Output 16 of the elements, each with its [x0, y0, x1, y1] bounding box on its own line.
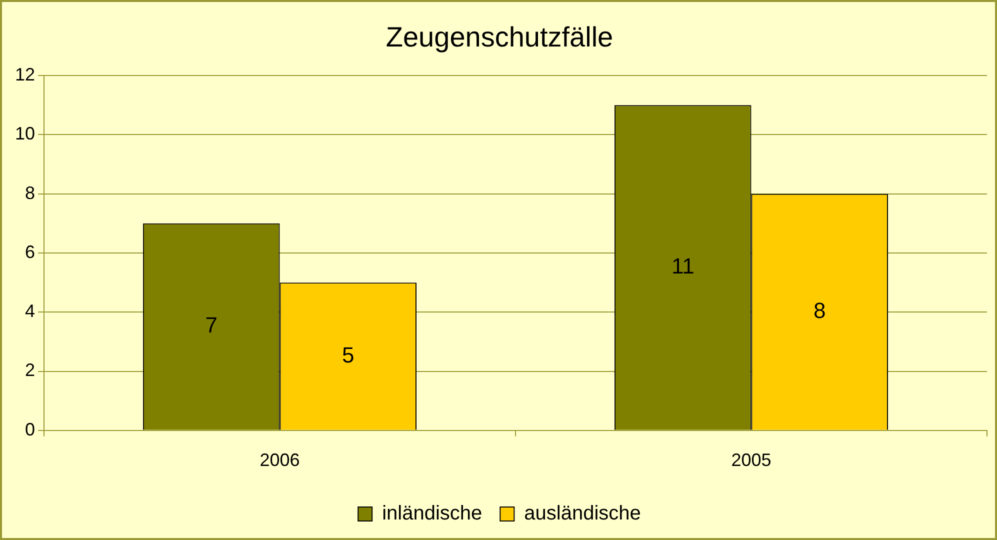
x-tick-label: 2005	[731, 450, 772, 470]
y-tick-label: 12	[14, 64, 36, 85]
y-tick-label: 2	[25, 360, 36, 380]
y-tick-label: 8	[25, 182, 36, 203]
x-tick-label: 2006	[260, 450, 300, 470]
data-label: 7	[205, 312, 218, 338]
legend-label: ausländische	[524, 502, 641, 525]
chart-title: Zeugenschutzfälle	[386, 22, 614, 53]
data-label: 11	[671, 254, 694, 279]
data-label: 8	[813, 298, 826, 323]
y-tick-label: 0	[25, 419, 36, 440]
data-label: 5	[342, 342, 354, 368]
legend-label: inländische	[382, 502, 482, 525]
y-tick-label: 6	[25, 242, 36, 262]
y-tick-label: 4	[25, 301, 36, 322]
y-tick-label: 10	[14, 124, 36, 144]
